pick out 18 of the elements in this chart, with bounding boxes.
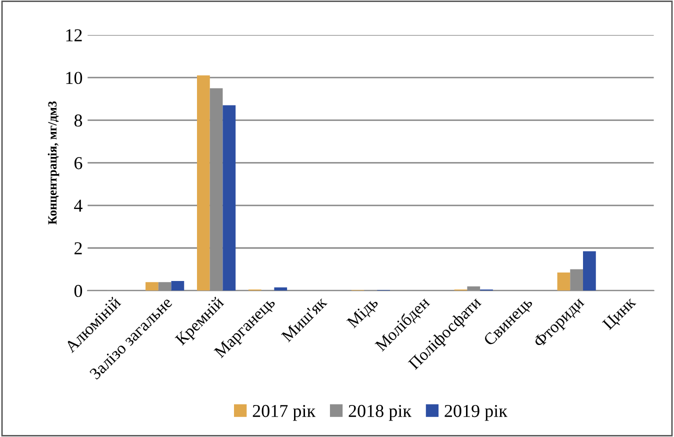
bar [583,251,596,291]
y-tick-label: 4 [74,200,82,212]
bar [557,272,570,291]
legend-label: 2017 рік [252,404,316,421]
y-axis-title: Концентрація, мг/дм3 [48,101,60,224]
bar [222,105,236,291]
bar [171,281,184,291]
y-tick-label: 12 [66,29,82,42]
bar [146,282,158,291]
y-tick-label: 6 [74,157,82,170]
legend-label: 2018 рік [348,404,412,421]
y-tick-label: 10 [66,72,82,84]
y-tick-label: 2 [74,242,82,254]
bar [274,287,288,291]
y-tick-label: 0 [74,284,82,298]
bar [196,75,210,291]
y-tick-label: 8 [74,114,82,127]
legend-label: 2019 рік [444,404,508,421]
